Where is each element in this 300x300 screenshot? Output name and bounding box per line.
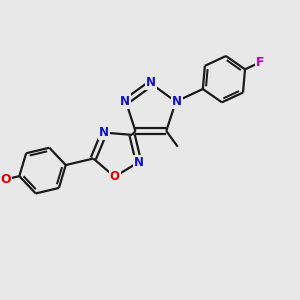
Text: O: O [110,170,120,183]
Text: N: N [172,94,182,107]
Text: N: N [134,156,144,169]
Text: O: O [0,173,11,186]
Text: N: N [120,94,130,107]
Text: N: N [99,126,109,139]
Text: F: F [256,56,264,69]
Text: N: N [146,76,156,89]
